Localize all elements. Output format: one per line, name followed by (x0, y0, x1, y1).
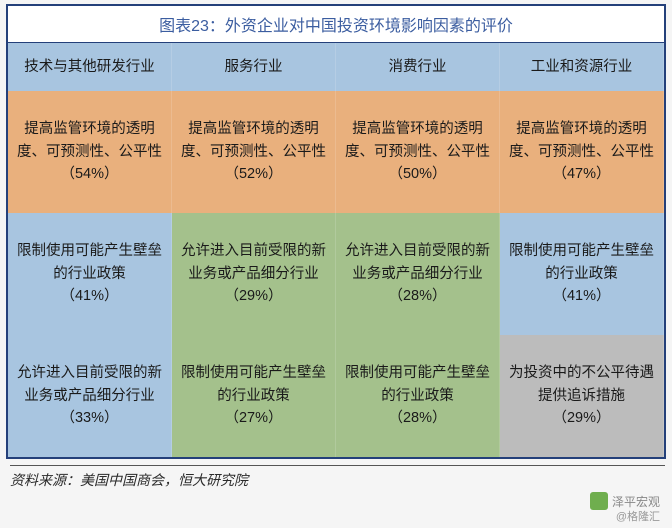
wechat-icon (590, 492, 608, 510)
cell-percent: （27%） (224, 407, 282, 429)
chart-title: 图表23：外资企业对中国投资环境影响因素的评价 (8, 6, 664, 43)
column-header: 技术与其他研发行业 (8, 43, 172, 91)
data-grid: 技术与其他研发行业服务行业消费行业工业和资源行业提高监管环境的透明度、可预测性、… (8, 43, 664, 457)
cell-text: 提高监管环境的透明度、可预测性、公平性 (504, 118, 659, 163)
column-header: 消费行业 (336, 43, 500, 91)
data-cell: 提高监管环境的透明度、可预测性、公平性（50%） (336, 91, 500, 213)
cell-text: 允许进入目前受限的新业务或产品细分行业 (340, 240, 495, 285)
chart-container: 图表23：外资企业对中国投资环境影响因素的评价 技术与其他研发行业服务行业消费行… (6, 4, 666, 459)
data-cell: 提高监管环境的透明度、可预测性、公平性（54%） (8, 91, 172, 213)
cell-text: 限制使用可能产生壁垒的行业政策 (176, 362, 331, 407)
cell-percent: （28%） (388, 285, 446, 307)
data-cell: 限制使用可能产生壁垒的行业政策（28%） (336, 335, 500, 457)
data-cell: 限制使用可能产生壁垒的行业政策（41%） (500, 213, 664, 335)
data-cell: 为投资中的不公平待遇提供追诉措施（29%） (500, 335, 664, 457)
cell-percent: （54%） (60, 163, 118, 185)
cell-text: 限制使用可能产生壁垒的行业政策 (12, 240, 167, 285)
cell-percent: （33%） (60, 407, 118, 429)
data-cell: 允许进入目前受限的新业务或产品细分行业（28%） (336, 213, 500, 335)
cell-text: 允许进入目前受限的新业务或产品细分行业 (12, 362, 167, 407)
cell-text: 提高监管环境的透明度、可预测性、公平性 (12, 118, 167, 163)
watermark-main: 泽平宏观 (612, 493, 660, 510)
cell-percent: （52%） (224, 163, 282, 185)
cell-percent: （41%） (60, 285, 118, 307)
cell-text: 提高监管环境的透明度、可预测性、公平性 (176, 118, 331, 163)
data-cell: 提高监管环境的透明度、可预测性、公平性（52%） (172, 91, 336, 213)
data-cell: 限制使用可能产生壁垒的行业政策（41%） (8, 213, 172, 335)
watermark-sub: @格隆汇 (616, 508, 660, 524)
cell-text: 限制使用可能产生壁垒的行业政策 (340, 362, 495, 407)
cell-percent: （29%） (224, 285, 282, 307)
cell-percent: （47%） (552, 163, 610, 185)
cell-percent: （50%） (388, 163, 446, 185)
data-cell: 限制使用可能产生壁垒的行业政策（27%） (172, 335, 336, 457)
data-cell: 允许进入目前受限的新业务或产品细分行业（33%） (8, 335, 172, 457)
cell-text: 为投资中的不公平待遇提供追诉措施 (504, 362, 659, 407)
cell-percent: （29%） (552, 407, 610, 429)
cell-text: 限制使用可能产生壁垒的行业政策 (504, 240, 659, 285)
cell-percent: （28%） (388, 407, 446, 429)
data-cell: 允许进入目前受限的新业务或产品细分行业（29%） (172, 213, 336, 335)
cell-text: 允许进入目前受限的新业务或产品细分行业 (176, 240, 331, 285)
data-cell: 提高监管环境的透明度、可预测性、公平性（47%） (500, 91, 664, 213)
column-header: 工业和资源行业 (500, 43, 664, 91)
cell-percent: （41%） (552, 285, 610, 307)
column-header: 服务行业 (172, 43, 336, 91)
cell-text: 提高监管环境的透明度、可预测性、公平性 (340, 118, 495, 163)
source-text: 资料来源：美国中国商会，恒大研究院 (10, 465, 665, 490)
